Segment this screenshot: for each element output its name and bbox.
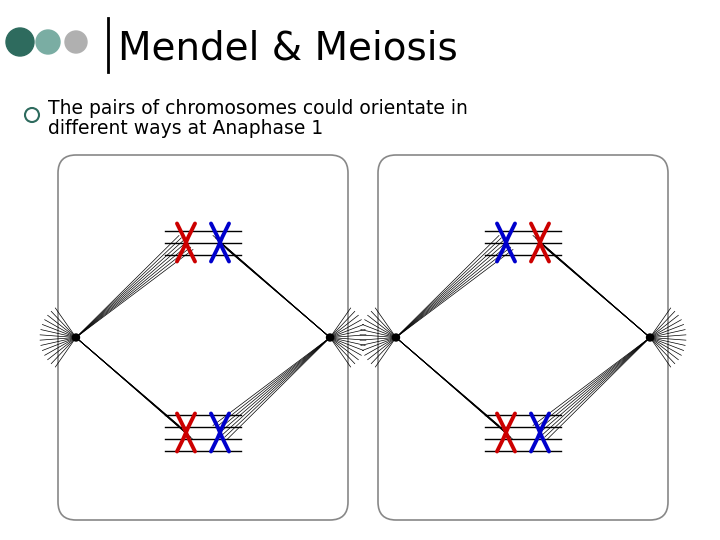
Circle shape xyxy=(65,31,87,53)
FancyBboxPatch shape xyxy=(378,155,668,520)
Circle shape xyxy=(73,334,79,341)
Text: The pairs of chromosomes could orientate in: The pairs of chromosomes could orientate… xyxy=(48,98,468,118)
Circle shape xyxy=(6,28,34,56)
Circle shape xyxy=(36,30,60,54)
Circle shape xyxy=(326,334,333,341)
Text: Mendel & Meiosis: Mendel & Meiosis xyxy=(118,29,458,67)
Circle shape xyxy=(647,334,654,341)
Text: different ways at Anaphase 1: different ways at Anaphase 1 xyxy=(48,118,323,138)
Circle shape xyxy=(392,334,400,341)
FancyBboxPatch shape xyxy=(58,155,348,520)
